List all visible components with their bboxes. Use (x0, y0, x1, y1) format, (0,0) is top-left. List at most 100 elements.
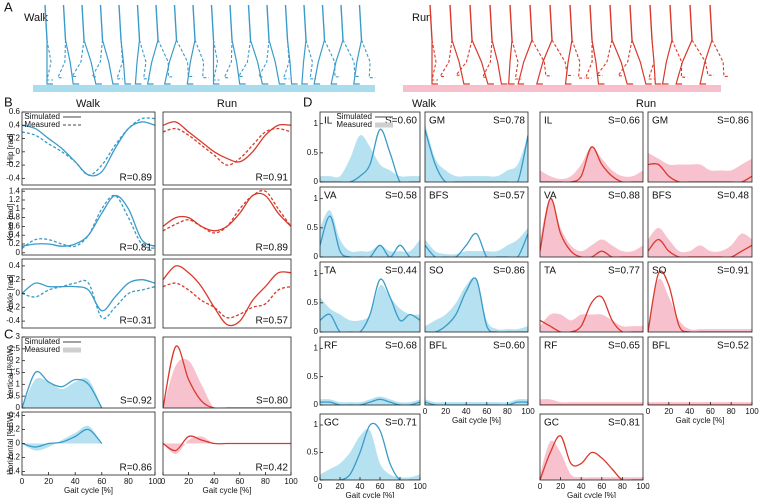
panel-title: SO (652, 266, 667, 277)
series-line (163, 265, 291, 327)
x-tick-label: 100 (521, 407, 535, 416)
y-tick-label: 0 (16, 403, 21, 412)
stick (591, 39, 605, 85)
y-axis-label: Horizontal [%BW] (6, 412, 15, 475)
y-tick-label: -0.4 (6, 173, 20, 182)
series-line (163, 189, 291, 234)
plot-area (320, 210, 420, 257)
stat-label: S=0.58 (385, 191, 417, 202)
y-axis-label: Hip [rad] (6, 133, 15, 163)
x-tick-label: 80 (618, 482, 627, 491)
stick (146, 39, 159, 85)
x-tick-label: 40 (71, 477, 80, 486)
legend-label: Simulated (24, 112, 60, 121)
stick (44, 4, 48, 41)
stick (509, 4, 513, 41)
stick (481, 39, 493, 78)
stick (192, 4, 196, 41)
y-axis-label: Vertical [%BW] (6, 346, 15, 399)
y-tick-label: 1.2 (9, 195, 21, 204)
stick (469, 4, 473, 41)
y-axis-label: Ankle [rad] (6, 274, 15, 312)
x-tick-label: 80 (396, 482, 405, 491)
stick (549, 4, 553, 41)
stick (360, 39, 376, 79)
stick (711, 39, 730, 77)
x-tick-label: 60 (376, 482, 385, 491)
plot-frame (647, 336, 753, 406)
plot-area (425, 277, 528, 332)
plot-frame (319, 261, 421, 333)
stick (489, 4, 493, 41)
area (22, 377, 102, 408)
y-tick-label: 0.5 (307, 372, 319, 381)
plot-frame (319, 111, 421, 183)
x-tick-label: 60 (597, 482, 606, 491)
condition-label: Run (636, 98, 656, 110)
stat-label: S=0.44 (385, 266, 417, 277)
y-tick-label: 1 (314, 194, 319, 203)
plot-frame (424, 261, 529, 333)
area (540, 440, 643, 480)
y-tick-label: 0.4 (9, 120, 21, 129)
series-line (22, 370, 103, 408)
stat-label: S=0.81 (608, 418, 640, 429)
plot-area (540, 399, 643, 405)
x-tick-label: 0 (646, 407, 651, 416)
y-tick-label: 1 (314, 343, 319, 352)
stick (301, 39, 308, 85)
stick (342, 39, 361, 78)
stat-label: S=0.65 (608, 341, 640, 352)
stick (631, 39, 652, 85)
panel-title: IL (544, 116, 553, 127)
series-line (163, 127, 291, 166)
series-line (425, 277, 528, 332)
plot-area (163, 189, 291, 234)
x-tick-label: 100 (148, 477, 162, 486)
y-tick-label: 0 (16, 439, 21, 448)
legend-label: Simulated (336, 112, 372, 121)
panel-title: VA (544, 191, 557, 202)
stick (223, 39, 233, 79)
stick (266, 4, 270, 41)
y-tick-label: 3 (16, 332, 21, 341)
y-tick-label: 0.6 (9, 107, 21, 116)
stick (91, 39, 104, 78)
series-line (540, 198, 643, 257)
stat-label: S=0.78 (493, 116, 525, 127)
stick (101, 39, 119, 85)
plot-frame (319, 413, 421, 481)
stat-label: S=0.91 (717, 266, 749, 277)
plot-frame (162, 336, 292, 409)
stick (247, 4, 252, 41)
y-tick-label: -0.4 (6, 467, 20, 476)
plot-area (22, 279, 155, 320)
stat-label: R=0.89 (119, 173, 152, 184)
stick (551, 39, 574, 76)
plot-area (648, 402, 752, 405)
stick (284, 4, 289, 41)
plot-area (540, 198, 643, 257)
series-line (425, 401, 528, 405)
x-tick-label: 100 (413, 482, 427, 491)
plot-area (648, 227, 752, 257)
x-tick-label: 80 (727, 407, 736, 416)
x-tick-label: 60 (97, 477, 106, 486)
y-tick-label: 0.2 (9, 425, 21, 434)
stick (194, 39, 209, 79)
series-line (22, 194, 155, 247)
series-line (22, 279, 155, 312)
stick (62, 4, 67, 41)
stat-label: R=0.91 (255, 173, 288, 184)
series-line (540, 295, 643, 332)
panel-title: IL (324, 116, 333, 127)
stat-label: S=0.57 (493, 191, 525, 202)
plot-area (22, 117, 155, 177)
plot-area (320, 128, 420, 182)
y-tick-label: 0.2 (9, 275, 21, 284)
area (425, 277, 528, 332)
y-tick-label: 0.2 (9, 239, 21, 248)
y-tick-label: 0.5 (307, 448, 319, 457)
stick (669, 4, 673, 41)
